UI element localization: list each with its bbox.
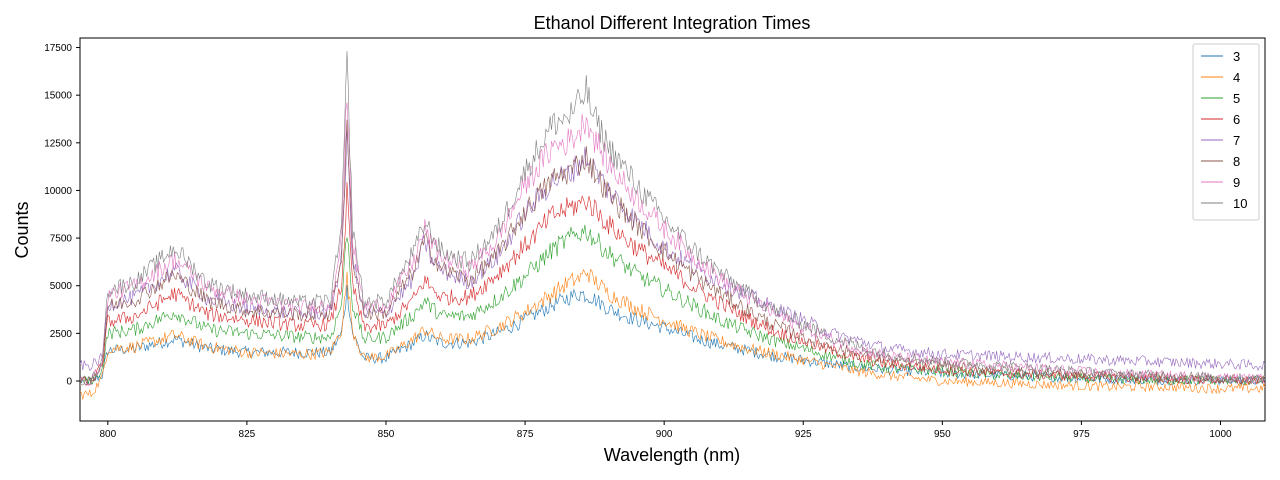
y-tick-label: 12500 (44, 138, 72, 149)
x-tick-label: 850 (378, 429, 395, 440)
y-tick-label: 2500 (50, 329, 73, 340)
legend-label: 9 (1233, 175, 1240, 190)
chart-title: Ethanol Different Integration Times (534, 13, 811, 33)
legend-label: 8 (1233, 154, 1240, 169)
y-axis: 0 2500 5000 7500 10000 12500 15000 17500 (44, 43, 80, 387)
legend-label: 4 (1233, 70, 1240, 85)
x-tick-label: 975 (1073, 429, 1090, 440)
legend-label: 5 (1233, 91, 1240, 106)
series-line-6 (80, 182, 1265, 386)
x-tick-label: 925 (795, 429, 812, 440)
series-line-7 (80, 125, 1265, 372)
legend-box (1192, 43, 1260, 221)
y-tick-label: 7500 (50, 234, 73, 245)
legend-label: 7 (1233, 133, 1240, 148)
series-line-10 (80, 51, 1265, 386)
x-tick-label: 900 (656, 429, 673, 440)
legend-label: 10 (1233, 196, 1247, 211)
series-line-4 (80, 268, 1265, 400)
x-tick-label: 825 (239, 429, 256, 440)
x-tick-label: 1000 (1209, 429, 1232, 440)
y-tick-label: 15000 (44, 91, 72, 102)
x-axis: 800 825 850 875 900 925 950 975 1000 (99, 421, 1232, 440)
y-tick-label: 10000 (44, 186, 72, 197)
x-tick-label: 950 (934, 429, 951, 440)
legend: 3 4 5 6 7 8 9 10 (1192, 43, 1260, 221)
axes-frame (79, 37, 1266, 422)
series-line-5 (80, 224, 1265, 386)
plot-area (79, 37, 1266, 422)
series-line-9 (80, 102, 1265, 387)
y-axis-title: Counts (12, 201, 32, 258)
legend-label: 6 (1233, 112, 1240, 127)
legend-label: 3 (1233, 49, 1240, 64)
x-axis-title: Wavelength (nm) (604, 445, 740, 465)
y-tick-label: 0 (66, 376, 72, 387)
x-tick-label: 800 (99, 429, 116, 440)
x-tick-label: 875 (517, 429, 534, 440)
y-tick-label: 5000 (50, 281, 73, 292)
y-tick-label: 17500 (44, 43, 72, 54)
series-line-8 (80, 119, 1265, 386)
